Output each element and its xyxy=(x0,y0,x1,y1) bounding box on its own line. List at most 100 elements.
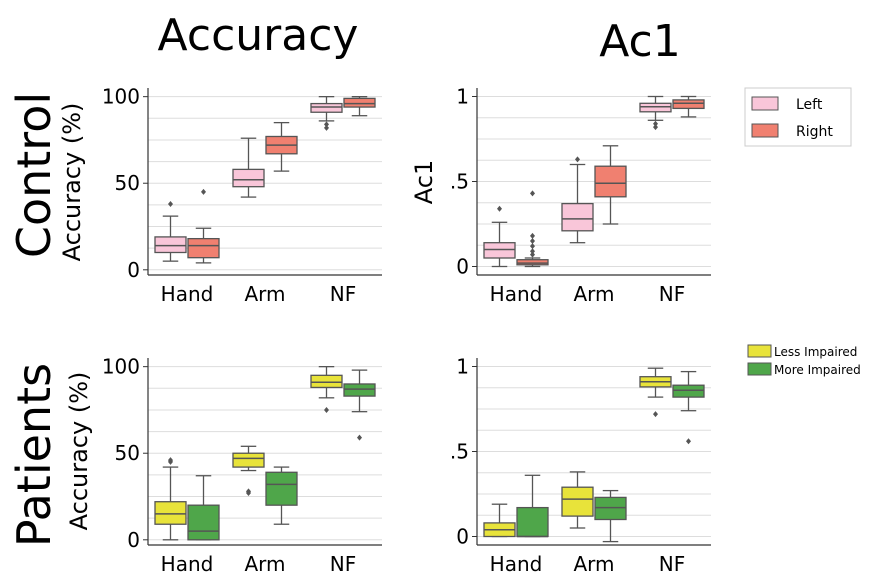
outlier-point xyxy=(653,124,658,131)
panel-patients-accuracy: 0 50 100 Hand Arm NF Accuracy (%) xyxy=(65,355,382,576)
outlier-point xyxy=(530,251,535,258)
box-more-impaired xyxy=(343,369,376,441)
y-tick-label: 100 xyxy=(102,85,140,109)
box-less-impaired xyxy=(310,366,343,413)
x-tick-label: NF xyxy=(330,552,356,576)
y-axis-label: Accuracy (%) xyxy=(65,372,93,531)
box-iqr xyxy=(265,471,298,506)
box-less-impaired xyxy=(232,445,265,497)
x-tick-label: Hand xyxy=(161,552,214,576)
x-tick-label: Arm xyxy=(573,552,614,576)
x-tick-label: NF xyxy=(659,282,685,306)
box-left xyxy=(561,156,594,244)
box-iqr xyxy=(232,168,265,188)
x-tick-label: Hand xyxy=(490,282,543,306)
x-tick-label: Arm xyxy=(573,282,614,306)
legend-patients: Less Impaired More Impaired xyxy=(747,344,861,377)
box-less-impaired xyxy=(561,471,594,529)
y-tick-label: 0 xyxy=(456,255,469,279)
x-tick-label: Arm xyxy=(244,282,285,306)
row-title-control: Control xyxy=(7,92,61,258)
box-iqr xyxy=(232,452,265,468)
box-iqr xyxy=(310,374,343,389)
box-left xyxy=(232,137,265,198)
x-tick-label: Arm xyxy=(244,552,285,576)
y-tick-label: 1 xyxy=(456,85,469,109)
y-axis-label: Accuracy (%) xyxy=(58,103,86,262)
box-more-impaired xyxy=(187,475,220,541)
outlier-point xyxy=(497,205,502,212)
x-tick-label: Hand xyxy=(161,282,214,306)
box-iqr xyxy=(187,504,220,541)
box-iqr xyxy=(639,102,672,113)
box-iqr xyxy=(561,486,594,517)
column-title-accuracy: Accuracy xyxy=(158,10,359,61)
box-less-impaired xyxy=(154,457,187,541)
box-iqr xyxy=(516,259,549,266)
box-less-impaired xyxy=(483,503,516,538)
box-iqr xyxy=(516,506,549,538)
y-tick-label: 50 xyxy=(115,441,140,465)
outlier-point xyxy=(686,438,691,445)
column-title-ac1: Ac1 xyxy=(599,16,681,67)
box-iqr xyxy=(310,102,343,113)
box-right xyxy=(516,190,549,268)
row-title-patients: Patients xyxy=(7,363,61,547)
box-right xyxy=(187,188,220,264)
outlier-point xyxy=(530,248,535,255)
box-right xyxy=(594,145,627,225)
box-iqr xyxy=(154,501,187,525)
x-tick-label: NF xyxy=(659,552,685,576)
box-right xyxy=(672,95,705,118)
legend-control: Left Right xyxy=(744,87,852,147)
box-less-impaired xyxy=(639,367,672,418)
legend-label-left: Left xyxy=(796,97,823,113)
box-left xyxy=(483,205,516,268)
legend-swatch-more-impaired xyxy=(747,362,772,376)
outlier-point xyxy=(324,124,329,131)
panel-control-accuracy: 0 50 100 Hand Arm NF Accuracy (%) xyxy=(58,85,382,306)
x-tick-label: NF xyxy=(330,282,356,306)
y-tick-label: 0 xyxy=(127,258,140,282)
panel-control-ac1: 0 .5 1 Hand Arm NF Ac1 xyxy=(410,85,711,306)
outlier-point xyxy=(357,434,362,441)
box-iqr xyxy=(561,202,594,232)
box-iqr xyxy=(154,236,187,254)
box-iqr xyxy=(672,384,705,398)
legend-label-less-impaired: Less Impaired xyxy=(774,345,857,359)
y-tick-label: 50 xyxy=(115,171,140,195)
box-left xyxy=(154,201,187,262)
outlier-point xyxy=(653,411,658,418)
box-iqr xyxy=(343,383,376,397)
box-more-impaired xyxy=(672,370,705,445)
box-right xyxy=(265,121,298,172)
box-iqr xyxy=(187,237,220,259)
outlier-point xyxy=(530,190,535,197)
outlier-point xyxy=(530,238,535,244)
box-iqr xyxy=(594,496,627,521)
box-iqr xyxy=(483,242,516,259)
box-iqr xyxy=(343,97,376,108)
box-left xyxy=(310,96,343,131)
outlier-point xyxy=(168,201,173,208)
y-tick-label: 1 xyxy=(456,355,469,379)
legend-swatch-right xyxy=(751,123,779,138)
outlier-point xyxy=(324,121,329,128)
y-axis-label: Ac1 xyxy=(410,160,438,204)
y-tick-label: 100 xyxy=(102,355,140,379)
box-more-impaired xyxy=(594,489,627,543)
outlier-point xyxy=(168,457,173,464)
legend-swatch-less-impaired xyxy=(747,344,772,358)
box-right xyxy=(343,96,376,117)
outlier-point xyxy=(324,406,329,413)
outlier-point xyxy=(653,120,658,127)
outlier-point xyxy=(246,488,251,495)
box-iqr xyxy=(594,165,627,198)
box-more-impaired xyxy=(265,466,298,525)
outlier-point xyxy=(530,232,535,239)
y-tick-label: .5 xyxy=(450,440,469,464)
box-more-impaired xyxy=(516,474,549,538)
x-tick-label: Hand xyxy=(490,552,543,576)
y-tick-label: 0 xyxy=(127,528,140,552)
